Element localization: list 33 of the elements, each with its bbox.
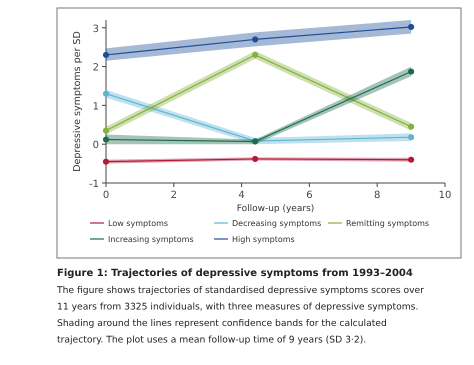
legend-label: Increasing symptoms: [108, 235, 194, 244]
x-tick-label: 6: [306, 190, 313, 201]
point: [408, 134, 414, 140]
x-tick-label: 8: [374, 190, 380, 201]
point: [408, 24, 414, 30]
point: [102, 136, 110, 143]
point: [408, 156, 414, 163]
x-tick-label: 0: [102, 190, 110, 201]
text: Figure 1: Trajectories of depressive symptoms from 1993–2004: [57, 268, 413, 279]
x-tick-label: 2: [170, 190, 177, 201]
legend-label: Decreasing symptoms: [232, 219, 322, 228]
point: [252, 36, 258, 42]
point: [102, 90, 110, 97]
point: [408, 124, 414, 130]
point: [252, 52, 258, 58]
y-tick-label: 1: [92, 101, 99, 112]
x-tick-label: 10: [438, 190, 452, 201]
y-tick-label: 0: [92, 140, 99, 152]
text: The figure shows trajectories of standardised depressive symptoms scores over 11 years from 3325 individuals, with three measures of depressive symptoms. Shading around the lines represent confidence bands for the calculated trajectory. The plot uses a mean follow-up time of 9 years (SD 3·2).: [56, 285, 424, 346]
y-tick-label: 3: [92, 24, 99, 35]
x-tick-label: 4: [238, 190, 245, 201]
x-axis-title: Follow-up (years): [236, 204, 314, 214]
legend-label: High symptoms: [232, 235, 295, 244]
point: [102, 128, 110, 134]
point: [408, 68, 414, 75]
point: [102, 158, 110, 165]
y-tick-label: -1: [89, 179, 99, 190]
point: [102, 52, 110, 58]
point: [252, 156, 258, 162]
legend-label: Remitting symptoms: [346, 219, 430, 228]
y-axis-title: Depressive symptoms per SD: [72, 31, 83, 172]
y-tick-label: 2: [92, 62, 99, 74]
legend-label: Low symptoms: [108, 219, 168, 228]
